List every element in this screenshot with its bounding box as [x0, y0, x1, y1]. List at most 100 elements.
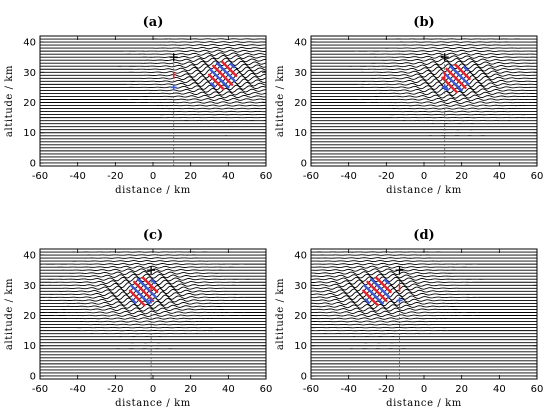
packet-stripe [141, 276, 159, 294]
streamline [40, 300, 266, 307]
streamline [311, 71, 537, 79]
streamline [40, 276, 266, 283]
streamline [40, 55, 266, 60]
streamline [40, 310, 266, 315]
streamline [311, 307, 537, 312]
streamline [40, 63, 266, 70]
streamline [40, 101, 266, 104]
streamline [311, 257, 537, 259]
streamline [311, 310, 537, 315]
y-axis-label: altitude / km [275, 278, 286, 350]
streamline [40, 84, 266, 91]
x-tick-label: 60 [531, 384, 544, 395]
streamline [311, 84, 537, 91]
x-tick-label: 60 [260, 171, 273, 182]
y-axis-label: altitude / km [275, 65, 286, 137]
streamline [311, 287, 537, 295]
x-tick-label: -40 [69, 171, 85, 182]
x-tick-label: -60 [303, 384, 319, 395]
streamlines [40, 38, 266, 164]
streamline [40, 314, 266, 317]
x-tick-label: 60 [260, 384, 273, 395]
y-axis-label: altitude / km [4, 278, 15, 350]
streamline [40, 260, 266, 263]
streamline [311, 110, 537, 113]
y-tick-label: 20 [23, 311, 36, 322]
streamline [40, 104, 266, 107]
streamline [311, 66, 537, 73]
packet-stripe [362, 289, 379, 307]
packet-stripe [375, 276, 392, 294]
streamline [40, 65, 266, 73]
streamline [311, 47, 537, 50]
packet-stripe [445, 67, 467, 89]
streamline [311, 262, 537, 266]
streamline [311, 97, 537, 102]
wave-packet [128, 276, 159, 307]
streamline [311, 63, 537, 70]
streamlines [40, 251, 266, 377]
x-tick-label: 40 [493, 171, 506, 182]
streamline [311, 317, 537, 320]
streamline [40, 297, 266, 304]
y-tick-label: 10 [294, 341, 307, 352]
streamlines [311, 251, 537, 377]
streamline [40, 268, 266, 272]
panel-title: (b) [413, 15, 434, 30]
x-tick-label: -20 [107, 171, 123, 182]
y-tick-label: 30 [23, 281, 36, 292]
x-tick-label: 0 [421, 171, 427, 182]
streamline [40, 265, 266, 269]
y-tick-label: 20 [294, 98, 307, 109]
streamline [311, 49, 537, 53]
streamline [40, 94, 266, 99]
streamline [311, 80, 537, 88]
x-tick-label: -40 [340, 384, 356, 395]
streamline [311, 268, 537, 272]
streamline [40, 60, 266, 67]
streamline [311, 297, 537, 304]
x-tick-label: 0 [421, 384, 427, 395]
streamline [311, 104, 537, 107]
streamline [40, 323, 266, 326]
streamline [311, 276, 537, 283]
streamline [311, 260, 537, 263]
streamline [311, 281, 537, 289]
y-tick-label: 10 [23, 128, 36, 139]
streamline [311, 74, 537, 82]
packet-stripe [442, 71, 463, 92]
packet-stripe [215, 61, 237, 83]
streamline [311, 273, 537, 279]
streamline [311, 94, 537, 99]
packet-stripe [229, 62, 236, 69]
streamline [40, 307, 266, 312]
y-tick-label: 0 [301, 371, 307, 382]
streamline [311, 290, 537, 298]
packet-stripe [150, 278, 157, 285]
streamline [40, 317, 266, 320]
streamline [40, 257, 266, 259]
packet-stripe [441, 76, 458, 94]
streamline [311, 271, 537, 276]
x-axis-label: distance / km [386, 398, 462, 409]
x-axis-label: distance / km [386, 185, 462, 196]
x-tick-label: -20 [107, 384, 123, 395]
wave-packet [362, 276, 392, 307]
packet-stripe [383, 278, 390, 285]
packet-stripe [128, 289, 146, 307]
streamline [311, 293, 537, 301]
x-tick-label: 40 [222, 384, 235, 395]
x-axis-label: distance / km [115, 185, 191, 196]
streamline [40, 304, 266, 309]
chart-panel-1: (a) -60 -40 -20 0 20 40 60 0 10 20 30 40 distance / k… [4, 15, 272, 196]
x-tick-label: 0 [150, 384, 156, 395]
packet-stripe [136, 277, 157, 299]
streamline [311, 60, 537, 66]
x-tick-label: -40 [340, 171, 356, 182]
streamline [40, 273, 266, 279]
streamline [311, 304, 537, 309]
y-tick-label: 0 [30, 371, 36, 382]
streamline [40, 57, 266, 63]
packet-stripe [370, 277, 391, 299]
